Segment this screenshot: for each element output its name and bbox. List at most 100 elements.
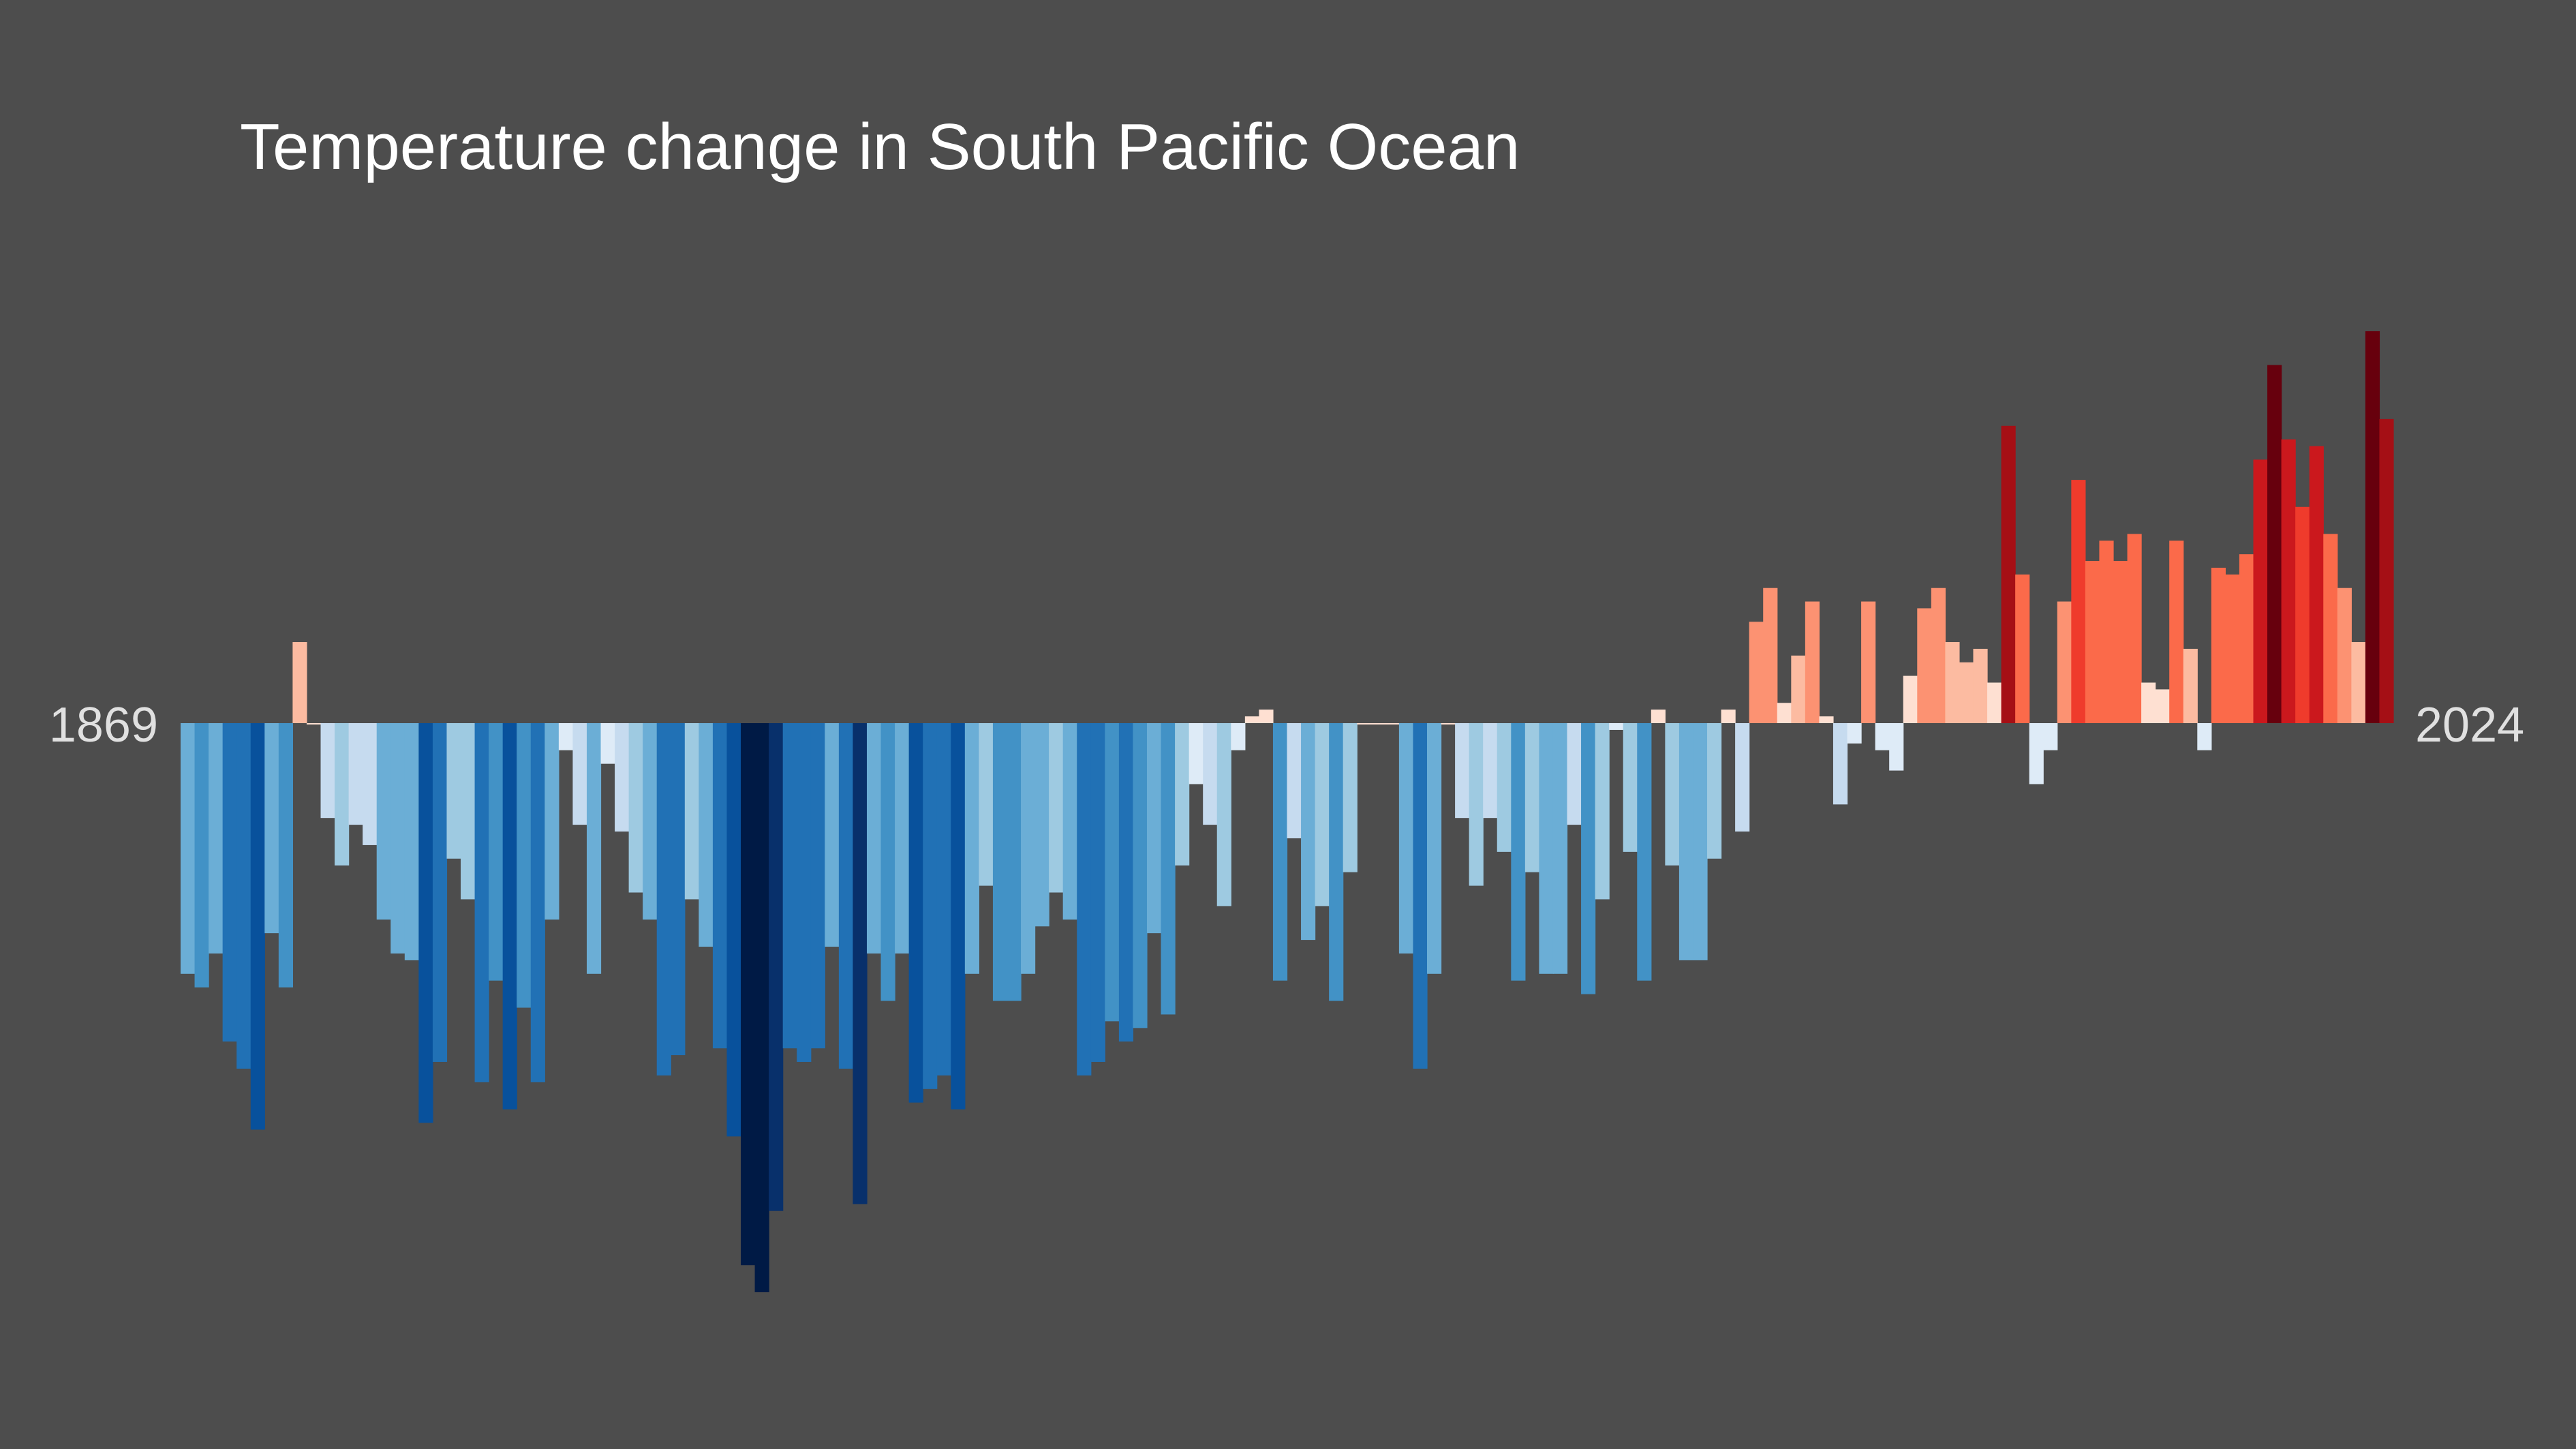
bar-1933: [1077, 723, 1092, 1076]
bar-1871: [209, 723, 224, 954]
bar-1939: [1161, 723, 1176, 1015]
bar-2008: [2127, 534, 2142, 723]
bar-1921: [908, 723, 923, 1103]
bar-1894: [530, 723, 545, 1082]
bar-1893: [517, 723, 532, 1008]
bar-2000: [2015, 574, 2030, 723]
bar-2012: [2183, 648, 2198, 723]
bar-1910: [754, 723, 769, 1292]
bar-1875: [264, 723, 279, 934]
bar-2020: [2295, 506, 2310, 723]
bar-1990: [1875, 723, 1890, 750]
bar-1995: [1945, 642, 1960, 723]
bar-1961: [1469, 723, 1484, 886]
bar-2021: [2309, 446, 2324, 723]
bar-1922: [923, 723, 938, 1089]
bar-1963: [1497, 723, 1512, 852]
bar-1937: [1133, 723, 1148, 1028]
bar-1919: [880, 723, 895, 1001]
bar-1905: [684, 723, 699, 900]
bar-1912: [782, 723, 797, 1049]
bar-1897: [572, 723, 587, 825]
bar-2005: [2085, 561, 2100, 723]
bar-2025: [2365, 331, 2380, 723]
bar-1930: [1034, 723, 1049, 927]
bar-1882: [363, 723, 378, 845]
bar-1924: [951, 723, 966, 1110]
bar-1870: [194, 723, 209, 988]
bar-1901: [628, 723, 643, 893]
bar-1987: [1833, 723, 1848, 805]
bar-1948: [1287, 723, 1302, 838]
bar-1949: [1301, 723, 1316, 941]
bar-1888: [446, 723, 461, 859]
bar-1979: [1721, 710, 1736, 723]
bar-1978: [1707, 723, 1722, 859]
bar-1907: [712, 723, 728, 1049]
bar-1998: [1987, 682, 2002, 723]
bar-1902: [643, 723, 658, 920]
bar-1889: [461, 723, 476, 900]
bar-1991: [1889, 723, 1904, 771]
bar-2009: [2141, 682, 2156, 723]
bar-2019: [2281, 439, 2296, 723]
bar-1996: [1959, 662, 1974, 723]
bar-1925: [964, 723, 979, 974]
bar-2004: [2071, 480, 2086, 723]
bar-1982: [1763, 588, 1778, 723]
bar-1904: [671, 723, 686, 1056]
bar-1966: [1539, 723, 1554, 974]
bar-1977: [1693, 723, 1708, 960]
bar-1999: [2001, 425, 2016, 723]
bar-1869: [181, 723, 196, 974]
bar-1943: [1216, 723, 1231, 906]
bar-1878: [306, 723, 322, 724]
bar-1968: [1567, 723, 1582, 825]
bar-2024: [2351, 642, 2366, 723]
bar-1970: [1595, 723, 1610, 900]
bar-1989: [1861, 601, 1876, 723]
bar-1890: [474, 723, 489, 1082]
bar-2017: [2253, 459, 2268, 723]
bar-1908: [726, 723, 741, 1137]
bar-1941: [1189, 723, 1203, 784]
bar-1886: [418, 723, 433, 1123]
bar-1993: [1917, 608, 1932, 723]
bar-1873: [236, 723, 251, 1069]
bar-1983: [1777, 703, 1792, 723]
bar-2013: [2197, 723, 2212, 750]
bar-1946: [1259, 710, 1274, 723]
bar-2003: [2057, 601, 2072, 723]
bar-1952: [1343, 723, 1358, 872]
bar-1892: [502, 723, 517, 1110]
bar-1988: [1847, 723, 1862, 744]
bar-1942: [1203, 723, 1218, 825]
bar-2022: [2323, 534, 2338, 723]
bar-1934: [1090, 723, 1105, 1063]
bars: [181, 331, 2394, 1292]
bar-1944: [1231, 723, 1246, 750]
bar-1915: [825, 723, 840, 947]
bar-1972: [1623, 723, 1638, 852]
bar-1911: [769, 723, 784, 1211]
bar-1981: [1749, 622, 1764, 723]
bar-1994: [1931, 588, 1946, 723]
bar-1900: [615, 723, 630, 832]
bar-1967: [1552, 723, 1568, 974]
bar-1945: [1244, 716, 1259, 723]
bar-1932: [1062, 723, 1077, 920]
bar-1940: [1175, 723, 1190, 866]
bar-1931: [1049, 723, 1064, 893]
bar-1920: [895, 723, 910, 954]
bar-1954: [1370, 723, 1385, 724]
bar-1962: [1483, 723, 1498, 819]
bar-2015: [2225, 574, 2240, 723]
bar-2006: [2099, 540, 2114, 723]
bar-1960: [1455, 723, 1470, 819]
bar-1984: [1791, 655, 1806, 723]
bar-1926: [979, 723, 994, 886]
bar-1914: [810, 723, 825, 1049]
bar-1906: [699, 723, 714, 947]
bar-1953: [1357, 723, 1372, 724]
